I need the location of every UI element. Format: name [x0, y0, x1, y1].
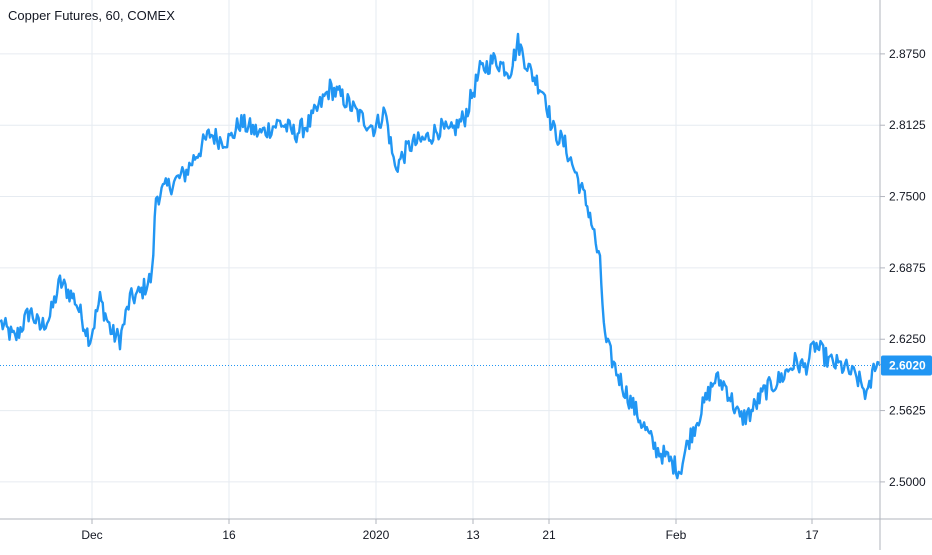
y-tick-label: 2.5625	[889, 404, 926, 418]
series-layer	[0, 32, 882, 480]
grid-layer	[0, 0, 880, 519]
y-tick-label: 2.8125	[889, 118, 926, 132]
y-tick-label: 2.5000	[889, 475, 926, 489]
y-tick-label: 2.6875	[889, 261, 926, 275]
x-tick-label: 13	[466, 528, 480, 542]
x-tick-label: 17	[805, 528, 819, 542]
price-series-line	[0, 32, 882, 480]
x-tick-label: 16	[222, 528, 236, 542]
x-tick-label: 21	[542, 528, 556, 542]
current-price-label: 2.6020	[889, 358, 926, 372]
current-price-tag	[881, 355, 932, 376]
x-tick-label: Dec	[81, 528, 102, 542]
x-tick-label: 2020	[363, 528, 390, 542]
x-tick-label: Feb	[666, 528, 687, 542]
chart-title: Copper Futures, 60, COMEX	[8, 8, 175, 23]
y-tick-label: 2.7500	[889, 190, 926, 204]
y-tick-label: 2.6250	[889, 332, 926, 346]
y-tick-label: 2.8750	[889, 47, 926, 61]
